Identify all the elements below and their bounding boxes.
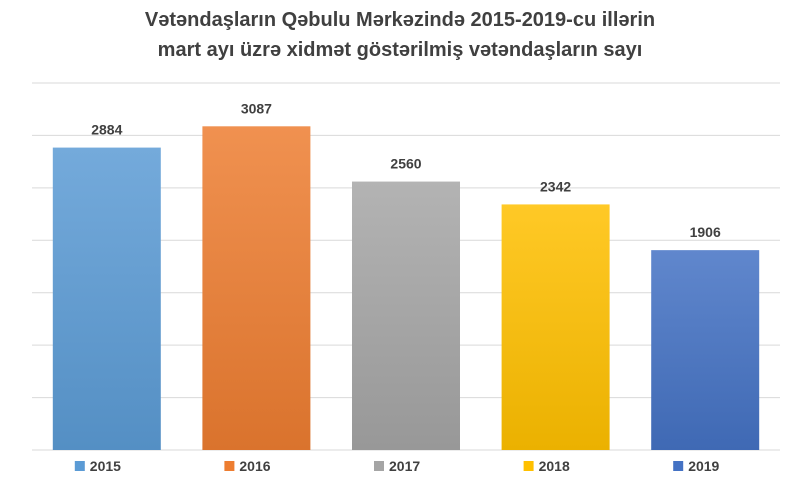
value-label-2015: 2884 [91,122,122,138]
value-labels: 2884 3087 2560 2342 1906 [91,100,721,240]
legend: 2015 2016 2017 2018 2019 [74,458,720,474]
value-label-2016: 3087 [241,100,272,116]
legend-swatch-2018 [523,461,534,471]
bar-2019 [651,250,760,450]
legend-swatch-2017 [374,461,384,471]
legend-label-2015: 2015 [90,458,121,474]
legend-swatch-2019 [673,461,684,471]
legend-label-2018: 2018 [539,458,570,474]
bar-2018 [501,204,610,450]
chart-title-line-2: mart ayı üzrə xidmət göstərilmiş vətənda… [157,39,643,61]
legend-label-2016: 2016 [239,458,270,474]
bars [52,126,760,451]
bar-2017 [352,181,460,450]
legend-swatch-2016 [224,461,235,471]
value-label-2018: 2342 [540,178,571,194]
bar-2015 [52,147,161,451]
legend-swatch-2015 [74,461,85,471]
legend-label-2017: 2017 [389,458,420,474]
bar-2016 [202,126,311,450]
value-label-2019: 1906 [690,224,721,240]
value-label-2017: 2560 [390,156,421,172]
chart-title-line-1: Vətəndaşların Qəbulu Mərkəzində 2015-201… [144,9,656,31]
legend-label-2019: 2019 [688,458,719,474]
